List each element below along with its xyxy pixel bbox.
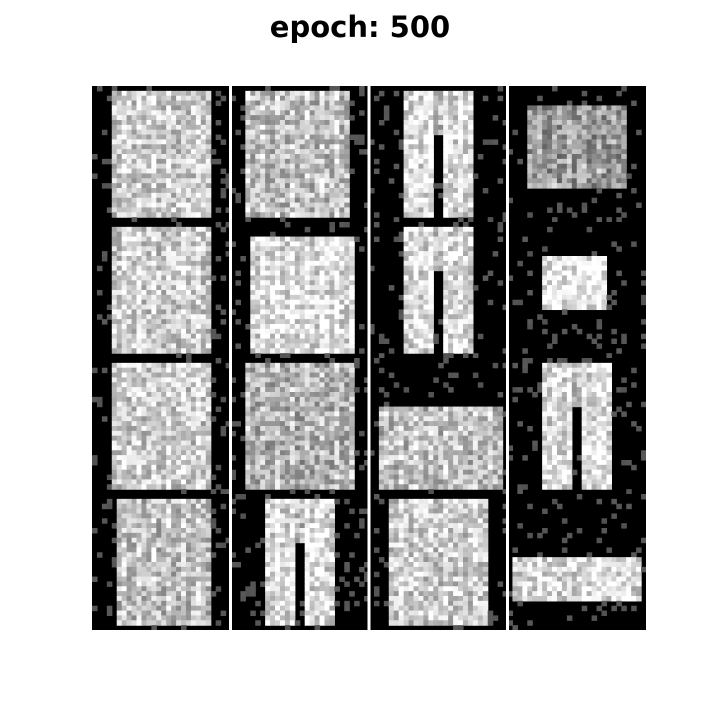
sample-tile: [507, 358, 646, 495]
sample-tile: [369, 358, 509, 495]
figure-title: epoch: 500: [269, 10, 451, 44]
column-separator: [229, 86, 232, 630]
sample-tile: [230, 494, 370, 630]
column-separator: [367, 86, 371, 630]
sample-tile: [230, 86, 370, 223]
sample-tile: [92, 222, 232, 359]
sample-tile: [230, 222, 370, 359]
sample-tile: [92, 358, 232, 495]
sample-tile: [369, 494, 509, 630]
sample-grid: [92, 86, 646, 630]
sample-tile: [92, 494, 232, 630]
sample-grid-image: [92, 86, 646, 630]
sample-tile: [507, 86, 646, 223]
sample-tile: [507, 494, 646, 630]
sample-tile: [507, 222, 646, 359]
sample-tile: [230, 358, 370, 495]
sample-tile: [369, 86, 509, 223]
sample-tile: [369, 222, 509, 359]
column-separator: [506, 86, 509, 630]
sample-tile: [92, 86, 232, 223]
